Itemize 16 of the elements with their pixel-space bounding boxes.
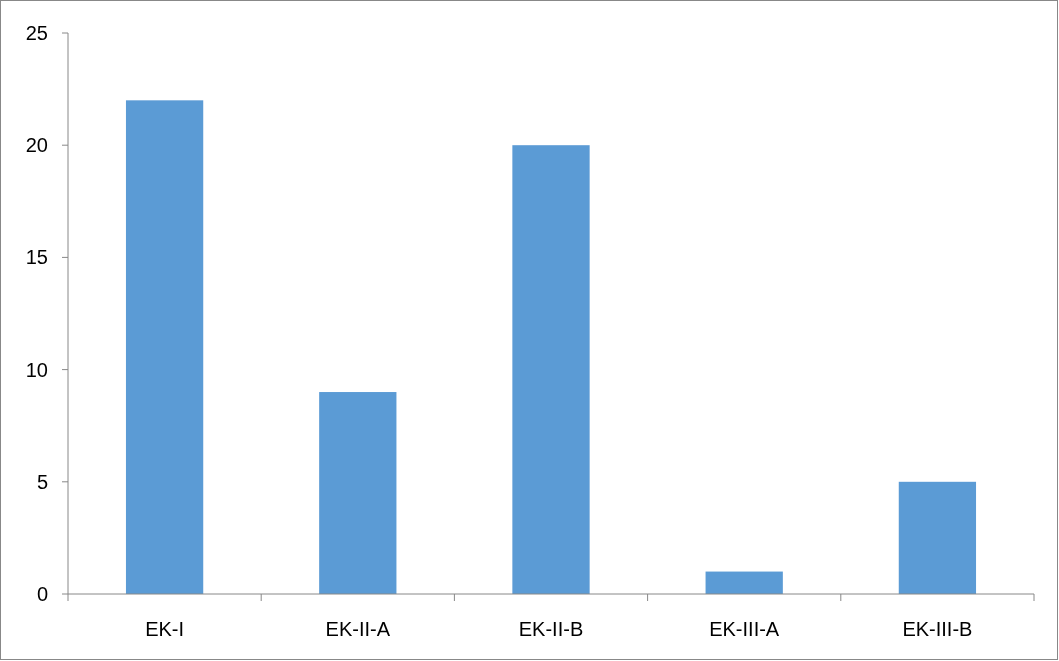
x-tick-label: EK-III-B [902,618,973,640]
bar [705,571,783,594]
y-tick-label: 25 [25,22,48,44]
x-tick-label: EK-I [145,618,185,640]
bar [125,100,204,594]
y-tick-label: 20 [25,134,48,157]
bar [898,481,977,594]
y-tick-label: 5 [36,470,48,493]
bar [319,392,397,594]
x-tick-label: EK-II-A [325,618,391,640]
y-tick-label: 10 [25,358,48,381]
y-tick-label: 15 [25,246,48,269]
x-tick-label: EK-III-A [709,618,780,640]
bar [512,145,590,594]
x-tick-label: EK-II-B [518,618,584,640]
y-tick-label: 0 [36,583,48,605]
